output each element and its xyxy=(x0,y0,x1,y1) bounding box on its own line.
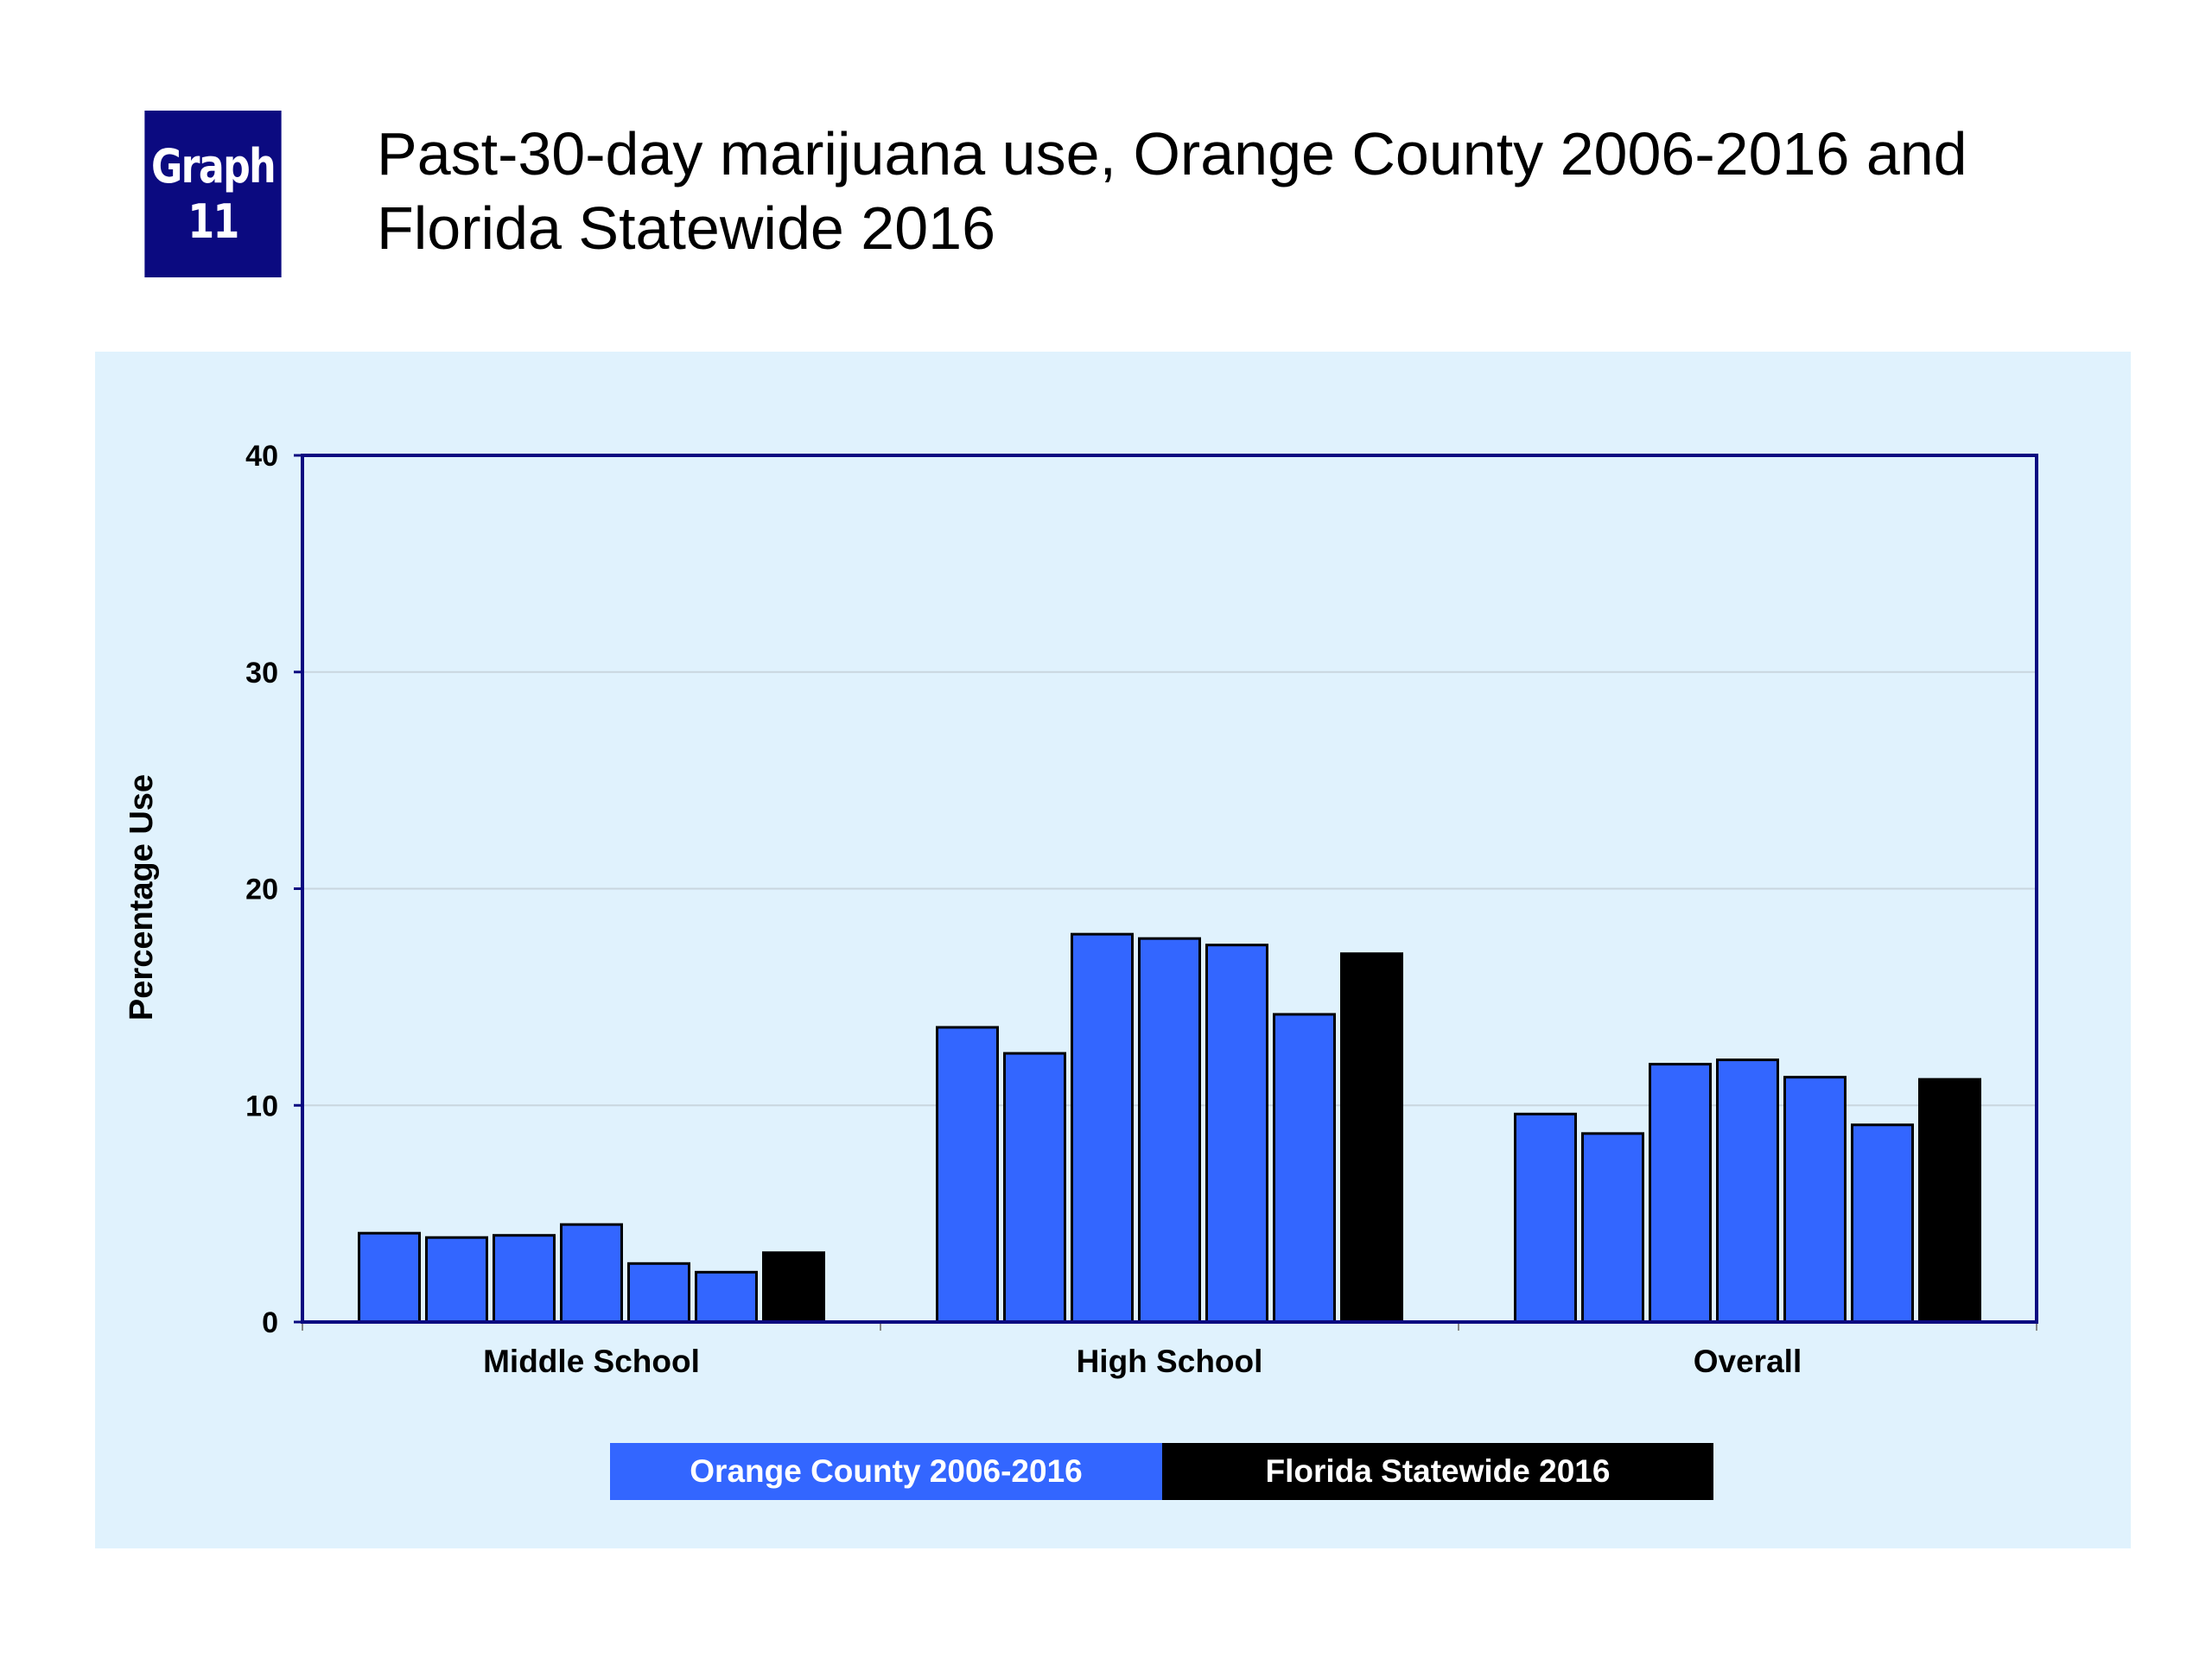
badge-label: Graph xyxy=(150,138,276,194)
bar xyxy=(1716,1058,1779,1324)
bar xyxy=(493,1234,556,1324)
bar xyxy=(560,1223,623,1324)
bar xyxy=(936,1026,999,1324)
bar xyxy=(695,1270,758,1324)
bar xyxy=(1851,1123,1914,1324)
bar-chart: 0 10 20 30 40 Middle School High School Overall… xyxy=(124,440,2038,1379)
badge-number: 11 xyxy=(188,194,239,249)
bar xyxy=(425,1236,488,1324)
y-tick-label: 0 xyxy=(262,1306,278,1339)
graph-number-badge: Graph 11 xyxy=(144,111,282,277)
bar xyxy=(1205,944,1268,1324)
y-axis-title: Percentage Use xyxy=(124,774,160,1020)
legend-label-orange-county: Orange County 2006-2016 xyxy=(690,1453,1083,1489)
bar xyxy=(1003,1052,1066,1324)
x-tick-label: Overall xyxy=(1694,1344,1802,1379)
y-tick-label: 10 xyxy=(245,1090,278,1122)
bar xyxy=(1071,932,1134,1324)
bar xyxy=(1138,937,1201,1324)
bar xyxy=(358,1231,421,1324)
plot-frame xyxy=(301,454,2038,1324)
legend-florida-statewide: Florida Statewide 2016 xyxy=(1162,1443,1713,1500)
bar xyxy=(1340,952,1403,1324)
legend: Orange County 2006-2016 Florida Statewid… xyxy=(610,1443,1713,1500)
bar xyxy=(1783,1076,1847,1324)
bar xyxy=(627,1262,690,1324)
chart-title: Past-30-day marijuana use, Orange County… xyxy=(377,120,1967,262)
x-tick-label: Middle School xyxy=(483,1344,700,1379)
y-tick-label: 40 xyxy=(245,440,278,473)
y-tick-label: 20 xyxy=(245,874,278,906)
legend-label-florida-statewide: Florida Statewide 2016 xyxy=(1265,1453,1611,1489)
bar xyxy=(762,1251,825,1324)
bar xyxy=(1273,1013,1336,1324)
bar xyxy=(1581,1132,1644,1324)
bar xyxy=(1649,1063,1712,1324)
y-tick-label: 30 xyxy=(245,657,278,690)
chart-panel: 0 10 20 30 40 Middle School High School Overall… xyxy=(95,352,2131,1548)
bar xyxy=(1918,1077,1981,1324)
x-tick-label: High School xyxy=(1077,1344,1263,1379)
legend-orange-county: Orange County 2006-2016 xyxy=(610,1443,1162,1500)
bar xyxy=(1514,1112,1577,1324)
